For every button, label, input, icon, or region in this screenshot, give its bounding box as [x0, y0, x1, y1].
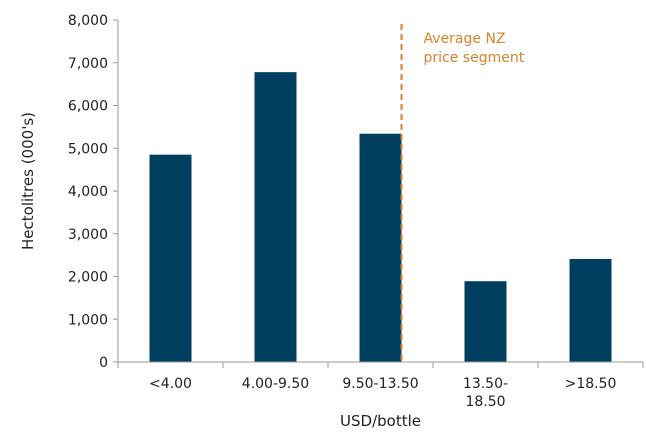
bar [359, 133, 402, 362]
bar [149, 154, 192, 362]
x-axis-title: USD/bottle [340, 412, 421, 430]
y-tick-label: 3,000 [68, 227, 108, 243]
y-axis-title: Hectolitres (000's) [19, 112, 37, 250]
y-tick-label: 5,000 [68, 141, 108, 157]
reference-label-line: price segment [424, 50, 525, 66]
y-tick-label: 8,000 [68, 13, 108, 29]
bar [464, 281, 507, 362]
y-tick-label: 1,000 [68, 312, 108, 328]
x-tick-label: 13.50- [463, 376, 508, 392]
bar [254, 72, 297, 362]
x-tick-label: 9.50-13.50 [342, 376, 418, 392]
bars [149, 72, 612, 362]
x-tick-label: 4.00-9.50 [242, 376, 309, 392]
x-tick-label: <4.00 [149, 376, 192, 392]
y-axis-ticks: 0 1,000 2,000 3,000 4,000 5,000 6,000 7,000 8,00… [68, 13, 118, 371]
bar [569, 258, 612, 362]
y-tick-label: 0 [99, 355, 108, 371]
y-tick-label: 6,000 [68, 99, 108, 115]
reference-label-line: Average NZ [424, 31, 506, 47]
average-nz-price-label: Average NZ price segment [424, 31, 525, 66]
x-tick-label: >18.50 [565, 376, 617, 392]
y-tick-label: 2,000 [68, 270, 108, 286]
x-tick-label: 18.50 [465, 394, 505, 410]
y-tick-label: 4,000 [68, 184, 108, 200]
y-tick-label: 7,000 [68, 56, 108, 72]
x-axis-ticks: <4.00 4.00-9.50 9.50-13.50 13.50- 18.50 >18.5… [117, 362, 644, 410]
